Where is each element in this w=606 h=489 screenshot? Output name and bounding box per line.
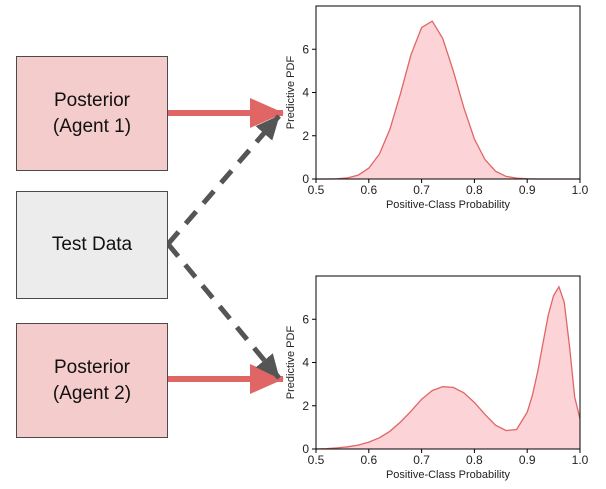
x-axis-label: Positive-Class Probability (386, 469, 511, 481)
posterior-agent2-subtitle: (Agent 2) (52, 382, 132, 404)
y-axis-label: Predictive PDF (285, 56, 297, 130)
y-tick-label: 0 (302, 172, 309, 186)
posterior-agent1-subtitle: (Agent 1) (52, 115, 132, 137)
density-curve (315, 285, 581, 450)
x-tick-label: 0.6 (360, 183, 377, 197)
x-tick-label: 0.6 (360, 453, 377, 467)
posterior-agent2-box: Posterior (Agent 2) (16, 323, 168, 438)
x-tick-label: 0.9 (519, 453, 536, 467)
x-tick-label: 0.7 (413, 453, 430, 467)
y-tick-label: 2 (302, 399, 309, 413)
x-tick-label: 0.8 (466, 453, 483, 467)
posterior-agent2-title: Posterior (53, 357, 131, 379)
y-tick-label: 6 (302, 42, 309, 56)
x-tick-label: 0.9 (519, 183, 536, 197)
testdata-to-plot2-dashed-arrow (166, 242, 281, 380)
x-tick-label: 0.8 (466, 183, 483, 197)
posterior-agent1-box: Posterior (Agent 1) (16, 56, 168, 171)
x-tick-label: 1.0 (572, 453, 589, 467)
y-tick-label: 4 (302, 356, 309, 370)
test-data-box: Test Data (16, 191, 168, 299)
y-tick-label: 2 (302, 129, 309, 143)
x-tick-label: 1.0 (572, 183, 589, 197)
density-area (316, 286, 580, 449)
plot-agent2: 0.5 0.6 0.7 0.8 0.9 1.0 0 2 4 6 Positive-Class Pro… (285, 275, 589, 481)
testdata-to-plot1-dashed-arrow (166, 114, 281, 246)
x-tick-label: 0.7 (413, 183, 430, 197)
y-tick-label: 6 (302, 312, 309, 326)
x-tick-label: 0.5 (308, 453, 325, 467)
y-tick-label: 0 (302, 442, 309, 456)
test-data-label: Test Data (51, 234, 133, 256)
y-axis-label: Predictive PDF (285, 326, 297, 400)
y-tick-label: 4 (302, 86, 309, 100)
x-tick-label: 0.5 (308, 183, 325, 197)
plot-agent1: 0.5 0.6 0.7 0.8 0.9 1.0 0 2 4 6 Positive-Class Pro… (285, 5, 589, 211)
posterior-agent1-title: Posterior (53, 90, 131, 112)
density-area (316, 21, 580, 179)
x-axis-label: Positive-Class Probability (386, 199, 511, 211)
